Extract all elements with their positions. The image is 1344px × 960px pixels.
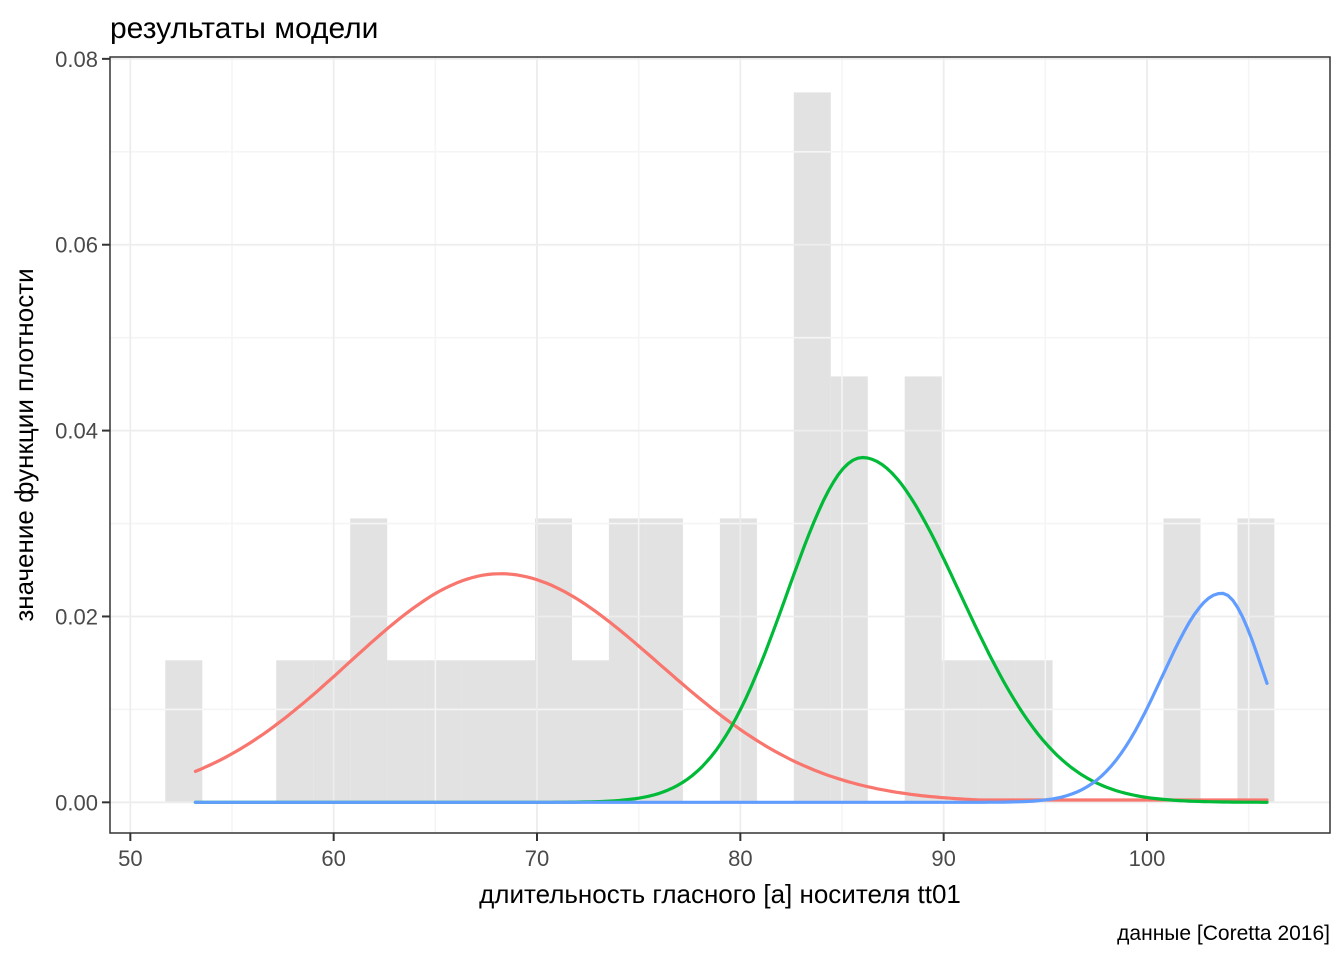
y-tick-label: 0.00	[55, 790, 98, 815]
x-tick-label: 50	[118, 846, 142, 871]
panel-border	[109, 56, 1331, 834]
y-tick-label: 0.02	[55, 604, 98, 629]
x-tick-label: 70	[525, 846, 549, 871]
x-axis-title: длительность гласного [a] носителя tt01	[479, 879, 961, 909]
histogram-bar	[978, 660, 1016, 803]
component-blue-curve	[193, 591, 1269, 804]
caption: данные [Coretta 2016]	[1117, 922, 1330, 945]
density-curves	[193, 455, 1269, 804]
histogram-bar	[424, 660, 462, 803]
histogram-bar	[1237, 518, 1275, 803]
histogram-bar	[719, 518, 757, 803]
histogram-bar	[387, 660, 425, 803]
histogram-bar	[904, 376, 942, 803]
histogram-bar	[461, 660, 499, 803]
y-axis-title: значение функции плотности	[9, 268, 39, 621]
histogram-bar	[645, 518, 683, 803]
histogram-bar	[535, 518, 572, 803]
x-tick-label: 80	[728, 846, 752, 871]
histogram-bar	[165, 660, 203, 803]
histogram-bar	[941, 660, 979, 803]
y-axis: 0.00 0.02 0.04 0.06 0.08	[55, 47, 110, 815]
histogram-bar	[313, 660, 351, 803]
histogram-bar	[608, 518, 646, 803]
y-tick-label: 0.06	[55, 233, 98, 258]
histogram-bar	[572, 660, 609, 803]
histogram-bar	[793, 92, 831, 803]
histogram-bar	[276, 660, 314, 803]
minor-gridlines	[110, 57, 1330, 833]
histogram-bar	[830, 376, 868, 803]
histogram-bar	[498, 660, 535, 803]
histogram-bar	[350, 518, 388, 803]
plot-title: результаты модели	[110, 12, 378, 45]
histogram-bars	[165, 92, 1275, 803]
y-tick-label: 0.08	[55, 47, 98, 72]
plot-panel	[109, 56, 1331, 834]
x-tick-label: 100	[1129, 846, 1166, 871]
component-red-curve	[193, 572, 1269, 802]
x-tick-label: 90	[931, 846, 955, 871]
x-tick-label: 60	[321, 846, 345, 871]
x-axis: 50 60 70 80 90 100	[118, 833, 1165, 871]
y-tick-label: 0.04	[55, 419, 98, 444]
